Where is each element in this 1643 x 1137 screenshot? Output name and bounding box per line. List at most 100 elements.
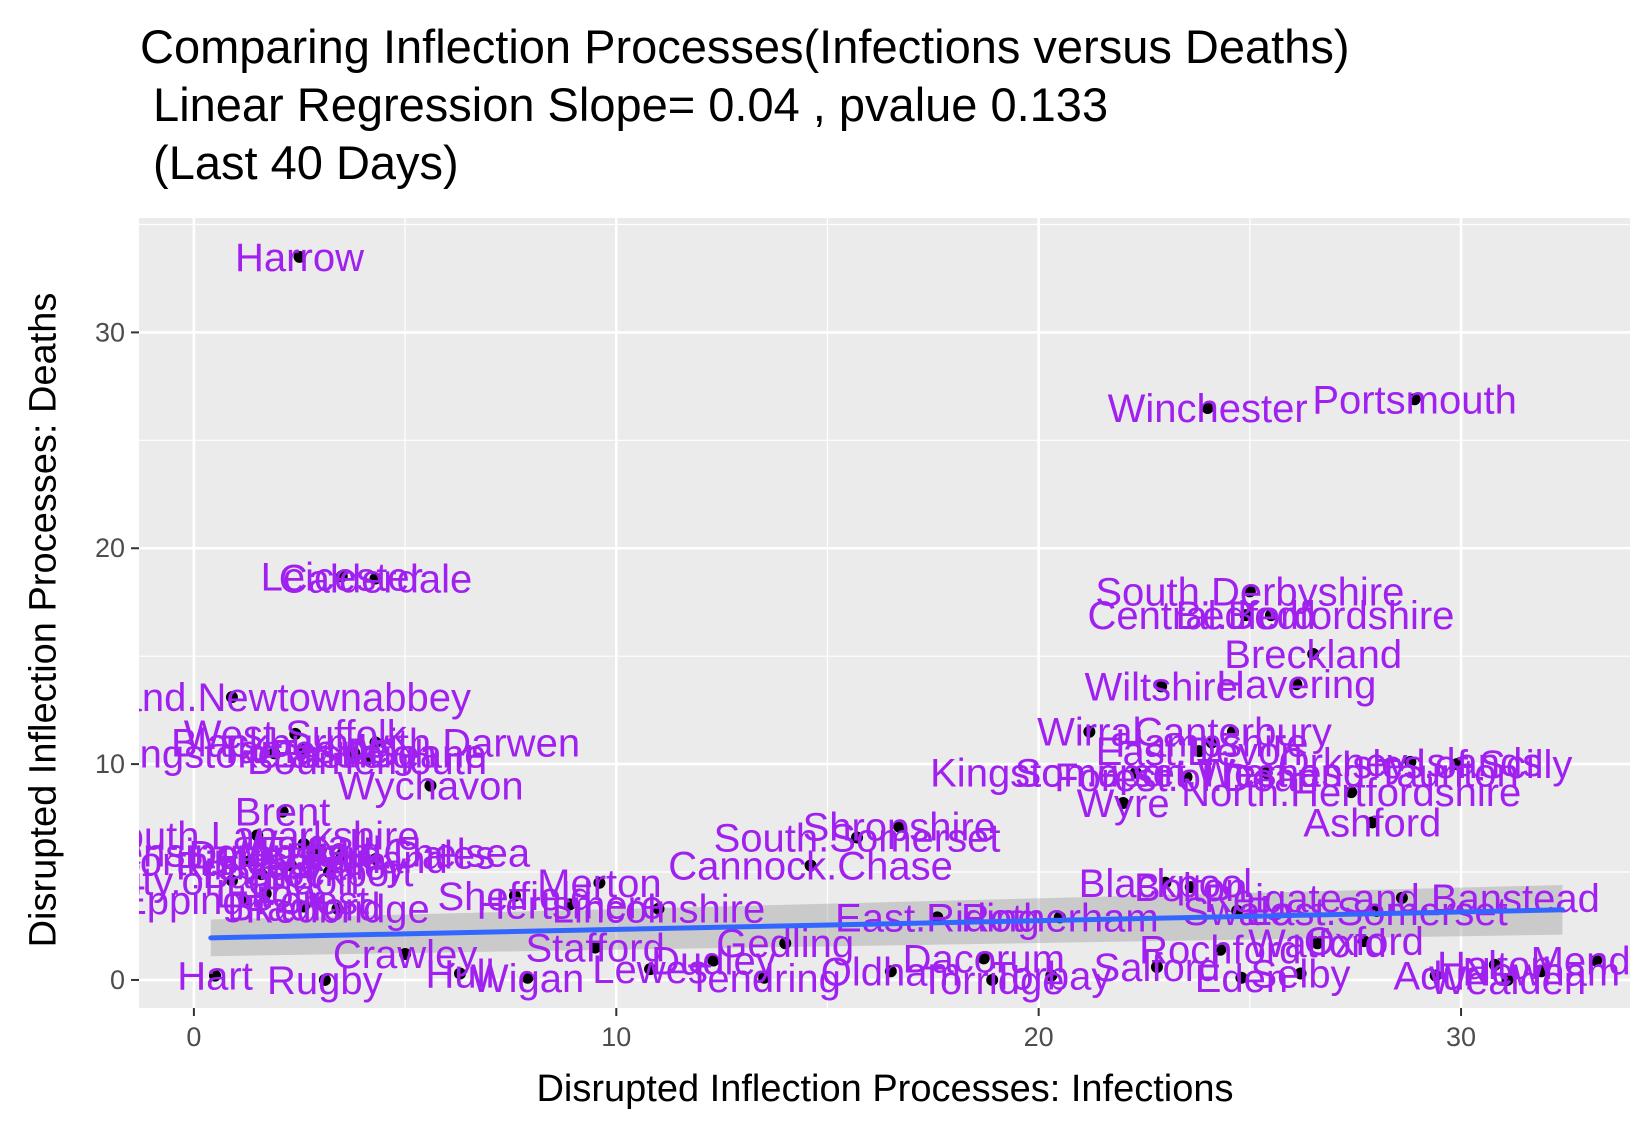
point-label: Eastleigh — [272, 732, 437, 776]
point-label: Central.Bedfordshire — [1088, 594, 1455, 638]
point-label: Rugby — [267, 959, 383, 1003]
point-label: Leicester — [261, 555, 423, 599]
x-tick-label: 10 — [601, 1022, 631, 1052]
data-point — [986, 973, 999, 986]
point-label: Stockport — [245, 851, 414, 895]
data-point — [851, 831, 864, 844]
point-label: Ribble.Valley — [176, 845, 407, 889]
y-tick-label: 10 — [95, 749, 125, 779]
point-label: Wiltshire — [1084, 665, 1237, 709]
data-point — [779, 937, 792, 950]
data-point — [707, 954, 720, 967]
data-point — [508, 889, 521, 902]
data-point — [268, 747, 281, 760]
point-label: Merton — [537, 862, 662, 906]
point-label: Bournemouth — [247, 739, 487, 783]
point-label: Havering — [1216, 663, 1376, 707]
point-label: Blackpool — [1079, 862, 1252, 906]
chart-title-line-3: (Last 40 Days) — [140, 136, 459, 189]
data-point — [276, 805, 289, 818]
point-label: Dacorum — [903, 937, 1065, 981]
point-label: Cannock.Chase — [668, 845, 953, 889]
data-point — [1045, 969, 1058, 982]
data-point — [977, 952, 990, 965]
data-point — [1501, 973, 1514, 986]
point-label: Oxford — [1304, 920, 1424, 964]
point-label: Forest.of.Dean — [1054, 756, 1319, 800]
data-point — [1535, 965, 1548, 978]
point-label: Watford — [1248, 922, 1387, 966]
data-point — [1290, 678, 1303, 691]
x-axis-title: Disrupted Inflection Processes: Infectio… — [536, 1068, 1234, 1110]
data-point — [1307, 648, 1320, 661]
point-label: Blackburn.with.Darwen — [171, 722, 580, 766]
y-tick-label: 0 — [110, 965, 125, 995]
chart-title: Comparing Inflection Processes(Infection… — [140, 18, 1349, 192]
data-point — [1205, 736, 1218, 749]
point-label: Kensington.and.Chelsea — [94, 832, 531, 876]
point-label: Hull — [426, 952, 495, 996]
point-label: Ashford — [1303, 801, 1441, 845]
data-point — [1231, 904, 1244, 917]
point-label: Wigan — [471, 957, 584, 1001]
data-point — [1311, 937, 1324, 950]
x-tick-label: 0 — [186, 1022, 201, 1052]
point-label: South.Derbyshire — [1095, 570, 1404, 614]
data-point — [335, 848, 348, 861]
data-point — [1159, 876, 1172, 889]
data-point — [1450, 758, 1463, 771]
point-label: Oldham — [821, 950, 961, 994]
regression-layer — [208, 907, 1565, 941]
data-point — [259, 887, 272, 900]
point-label: Fenland — [303, 838, 448, 882]
data-point — [424, 779, 437, 792]
point-label: Halton — [1437, 944, 1553, 988]
data-point — [1264, 609, 1277, 622]
data-point — [1345, 786, 1358, 799]
point-label: West.Suffolk — [184, 713, 408, 757]
data-point — [318, 973, 331, 986]
point-label: Wyre — [1077, 782, 1170, 826]
data-point — [1201, 401, 1214, 414]
data-point — [1357, 935, 1370, 948]
point-label: Eden — [1195, 957, 1288, 1001]
point-label: East.Riding — [835, 896, 1040, 940]
data-point — [297, 742, 310, 755]
data-point — [335, 570, 348, 583]
data-point — [369, 736, 382, 749]
point-label: Shropshire — [803, 806, 996, 850]
regression-line — [208, 907, 1565, 941]
data-point — [297, 837, 310, 850]
point-label: Wirral — [1037, 711, 1141, 755]
data-point — [323, 866, 336, 879]
point-label: Swale — [1183, 890, 1292, 934]
data-point — [361, 753, 374, 766]
point-label: Torbay — [991, 955, 1111, 999]
point-label: South.Lanarkshire — [95, 814, 420, 858]
data-point — [1408, 393, 1421, 406]
point-label: Derbyshire.Dales — [188, 834, 495, 878]
point-label: Harrow — [235, 236, 364, 280]
point-label: Walsall — [240, 823, 367, 867]
point-label: Epping.Forest — [120, 879, 369, 923]
data-point — [255, 868, 268, 881]
point-label: Hampshire — [1115, 722, 1308, 766]
data-point — [314, 844, 327, 857]
confidence-ribbon-layer — [210, 884, 1563, 957]
point-label: City.of.London — [104, 860, 359, 904]
point-label: Lincolnshire — [552, 888, 765, 932]
data-point — [884, 965, 897, 978]
point-label: Barnet — [203, 853, 321, 897]
point-label: South.Somerset — [714, 816, 1001, 860]
data-point — [242, 855, 255, 868]
data-point — [209, 969, 222, 982]
data-point — [369, 853, 382, 866]
data-point — [804, 859, 817, 872]
data-point — [1429, 969, 1442, 982]
data-point — [225, 691, 238, 704]
chart-title-line-1: Comparing Inflection Processes(Infection… — [140, 20, 1350, 73]
data-point — [589, 941, 602, 954]
data-point — [1193, 745, 1206, 758]
point-label: Winchester — [1108, 387, 1308, 431]
